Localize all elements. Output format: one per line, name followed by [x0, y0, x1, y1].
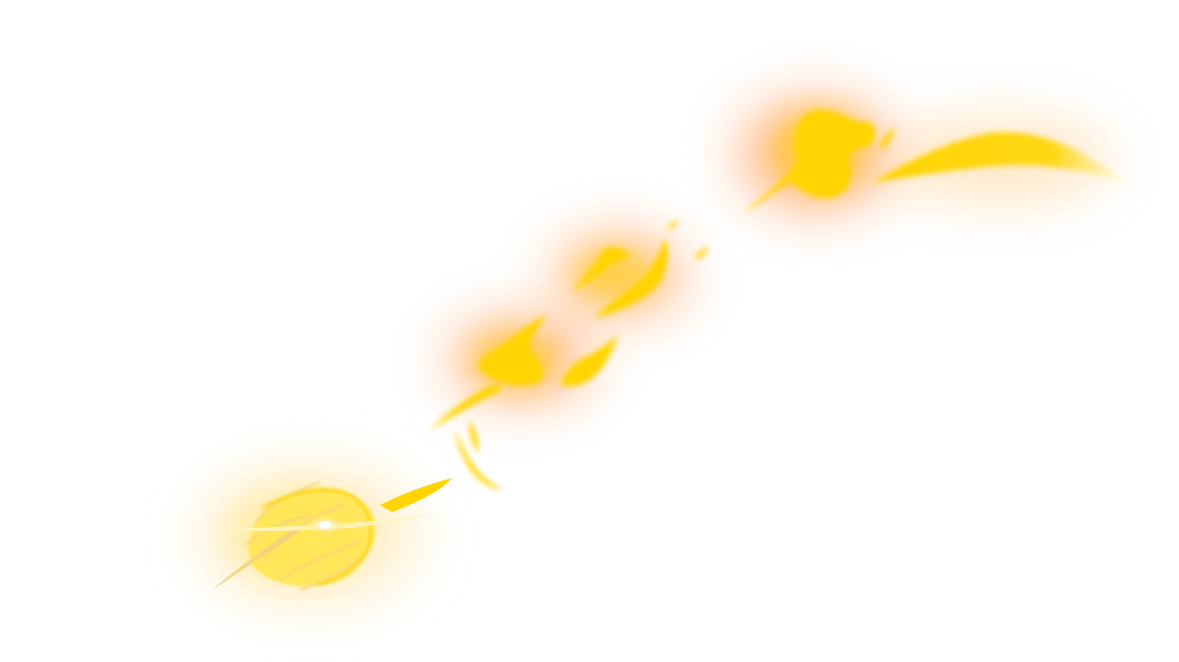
lower-flame-side: [560, 335, 618, 387]
base-burst: [212, 478, 452, 591]
top-flame-tail: [872, 132, 1130, 185]
mid-fragment-hook: [572, 247, 630, 292]
top-flame-wisp: [880, 128, 895, 150]
lower-flame-drip: [455, 430, 502, 490]
base-flare-right: [380, 478, 452, 512]
mid-fragment-long: [595, 238, 668, 318]
mid-flame-fragments: [572, 219, 708, 318]
base-burst-outline: [261, 488, 373, 587]
lower-flame-streak: [430, 384, 502, 430]
mid-fragment-speck-a: [695, 246, 708, 260]
top-flame-body: [745, 109, 876, 212]
lower-flame-cluster: [430, 315, 618, 490]
lower-flame-body: [478, 315, 548, 386]
lower-flame-drip-2: [469, 420, 479, 452]
mid-fragment-speck-b: [668, 219, 678, 230]
base-flare-left: [212, 527, 301, 590]
base-burst-mass: [248, 486, 376, 587]
top-flame-cluster: [745, 109, 1130, 212]
spark-center: [319, 521, 331, 529]
